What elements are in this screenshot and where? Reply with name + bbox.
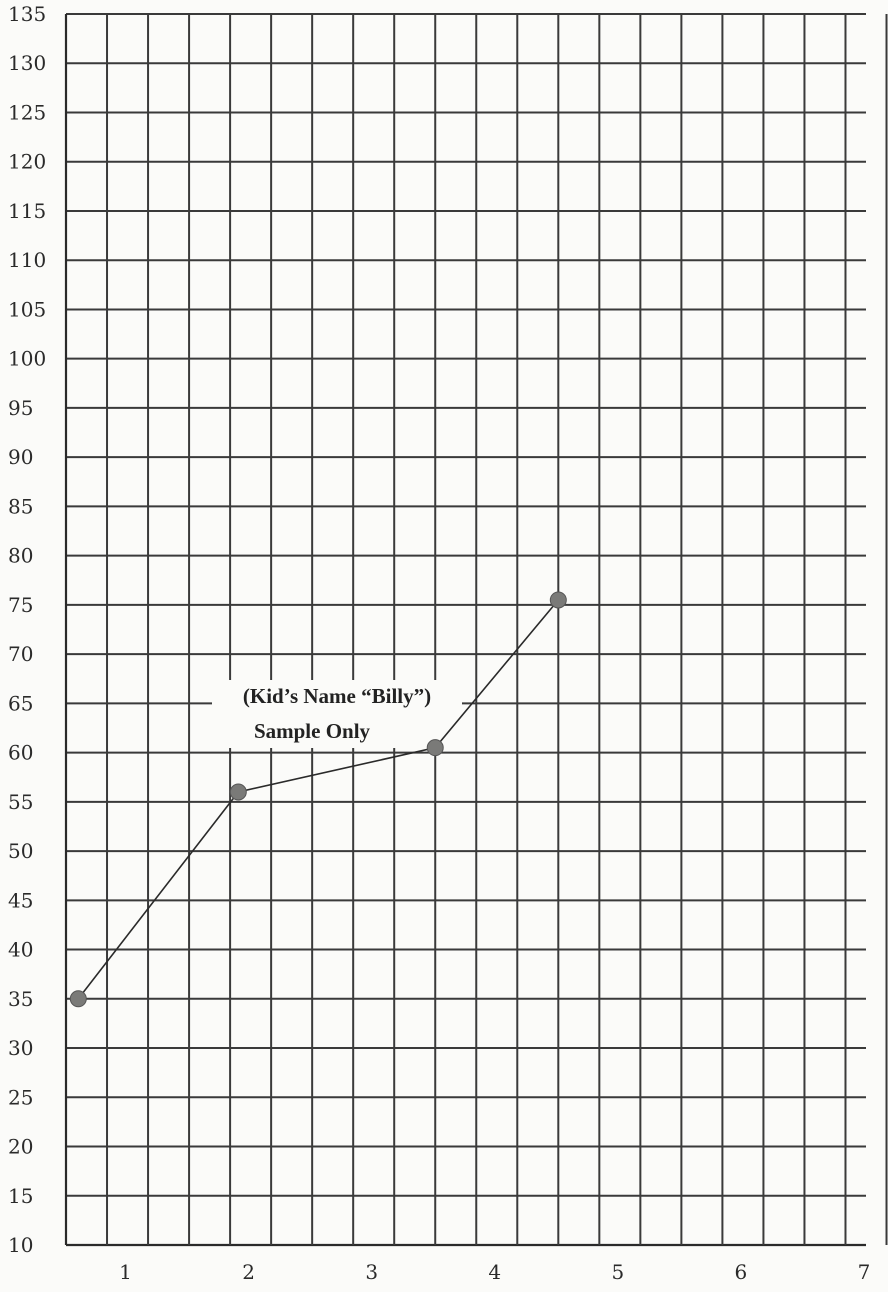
y-tick-label: 135 (8, 2, 46, 26)
annotations: (Kid’s Name “Billy”) Sample Only (212, 680, 462, 748)
y-tick-label: 70 (8, 642, 33, 666)
y-tick-label: 120 (8, 150, 46, 174)
y-tick-label: 60 (8, 741, 33, 765)
y-tick-label: 100 (8, 347, 46, 371)
y-tick-label: 15 (8, 1184, 33, 1208)
y-tick-label: 45 (8, 888, 33, 912)
y-tick-label: 90 (8, 445, 33, 469)
grid (64, 13, 888, 1247)
y-tick-label: 75 (8, 593, 33, 617)
y-tick-label: 30 (8, 1036, 33, 1060)
y-tick-label: 85 (8, 494, 33, 518)
y-tick-label: 95 (8, 396, 33, 420)
x-tick-label: 2 (242, 1260, 255, 1284)
y-tick-label: 25 (8, 1085, 33, 1109)
series-line (77, 599, 559, 1000)
y-tick-label: 40 (8, 938, 33, 962)
y-tick-label: 20 (8, 1135, 33, 1159)
y-tick-label: 80 (8, 544, 33, 568)
x-tick-label: 7 (858, 1260, 871, 1284)
x-tick-label: 5 (611, 1260, 624, 1284)
y-tick-label: 50 (8, 839, 33, 863)
y-tick-label: 125 (8, 100, 46, 124)
y-tick-label: 10 (8, 1233, 33, 1257)
y-tick-label: 55 (8, 790, 33, 814)
y-axis-ticks: 135 130 125 120 115 110 105 100 95 90 85 80 75 70 65 60… (8, 2, 46, 1257)
series (69, 591, 567, 1008)
y-tick-label: 105 (8, 297, 46, 321)
annotation-background (212, 680, 462, 748)
y-tick-label: 35 (8, 987, 33, 1011)
x-tick-label: 4 (488, 1260, 501, 1284)
x-tick-label: 1 (119, 1260, 132, 1284)
y-tick-label: 130 (8, 51, 46, 75)
data-point (229, 783, 247, 801)
y-tick-label: 65 (8, 691, 33, 715)
x-tick-label: 3 (365, 1260, 378, 1284)
x-axis-ticks: 1 2 3 4 5 6 7 (119, 1260, 870, 1284)
y-tick-label: 115 (8, 199, 46, 223)
data-point (69, 990, 87, 1008)
x-tick-label: 6 (735, 1260, 748, 1284)
data-point (426, 739, 444, 757)
y-tick-label: 110 (8, 248, 46, 272)
data-point (549, 591, 567, 609)
annotation-sample-only: Sample Only (254, 719, 371, 743)
annotation-kid-name: (Kid’s Name “Billy”) (243, 684, 431, 708)
